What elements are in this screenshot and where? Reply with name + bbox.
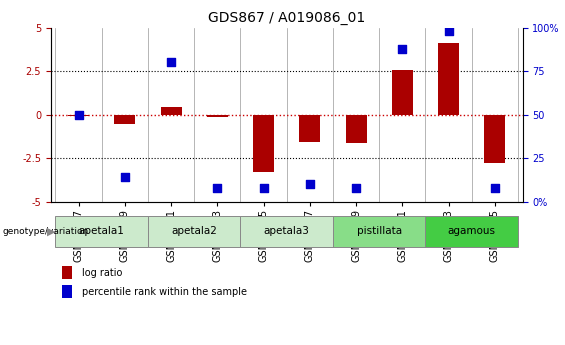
Text: genotype/variation: genotype/variation (3, 227, 89, 236)
Text: percentile rank within the sample: percentile rank within the sample (82, 287, 247, 296)
Text: ▶: ▶ (47, 226, 55, 236)
Bar (207, 115, 228, 117)
Point (351, 185, 360, 191)
Bar (333, 216, 425, 247)
Bar (160, 107, 181, 115)
Bar (346, 115, 367, 142)
Point (259, 185, 268, 191)
Title: GDS867 / A019086_01: GDS867 / A019086_01 (208, 11, 366, 25)
Bar (484, 115, 505, 162)
Bar (148, 216, 241, 247)
Point (490, 185, 499, 191)
Bar (241, 216, 333, 247)
Point (398, 46, 407, 51)
Point (74, 112, 83, 118)
Bar (253, 115, 274, 172)
Point (213, 185, 222, 191)
Bar (55, 216, 148, 247)
Point (120, 175, 129, 180)
Bar (299, 115, 320, 142)
Text: apetala3: apetala3 (264, 226, 310, 236)
Text: agamous: agamous (447, 226, 496, 236)
Text: pistillata: pistillata (357, 226, 402, 236)
Text: apetala2: apetala2 (171, 226, 217, 236)
Text: apetala1: apetala1 (79, 226, 125, 236)
Point (167, 60, 176, 65)
Bar (115, 115, 135, 124)
Point (444, 28, 453, 34)
Bar (392, 70, 413, 115)
Text: log ratio: log ratio (82, 268, 122, 277)
Bar (68, 115, 89, 116)
Point (305, 182, 314, 187)
Bar (425, 216, 518, 247)
Bar (438, 43, 459, 115)
